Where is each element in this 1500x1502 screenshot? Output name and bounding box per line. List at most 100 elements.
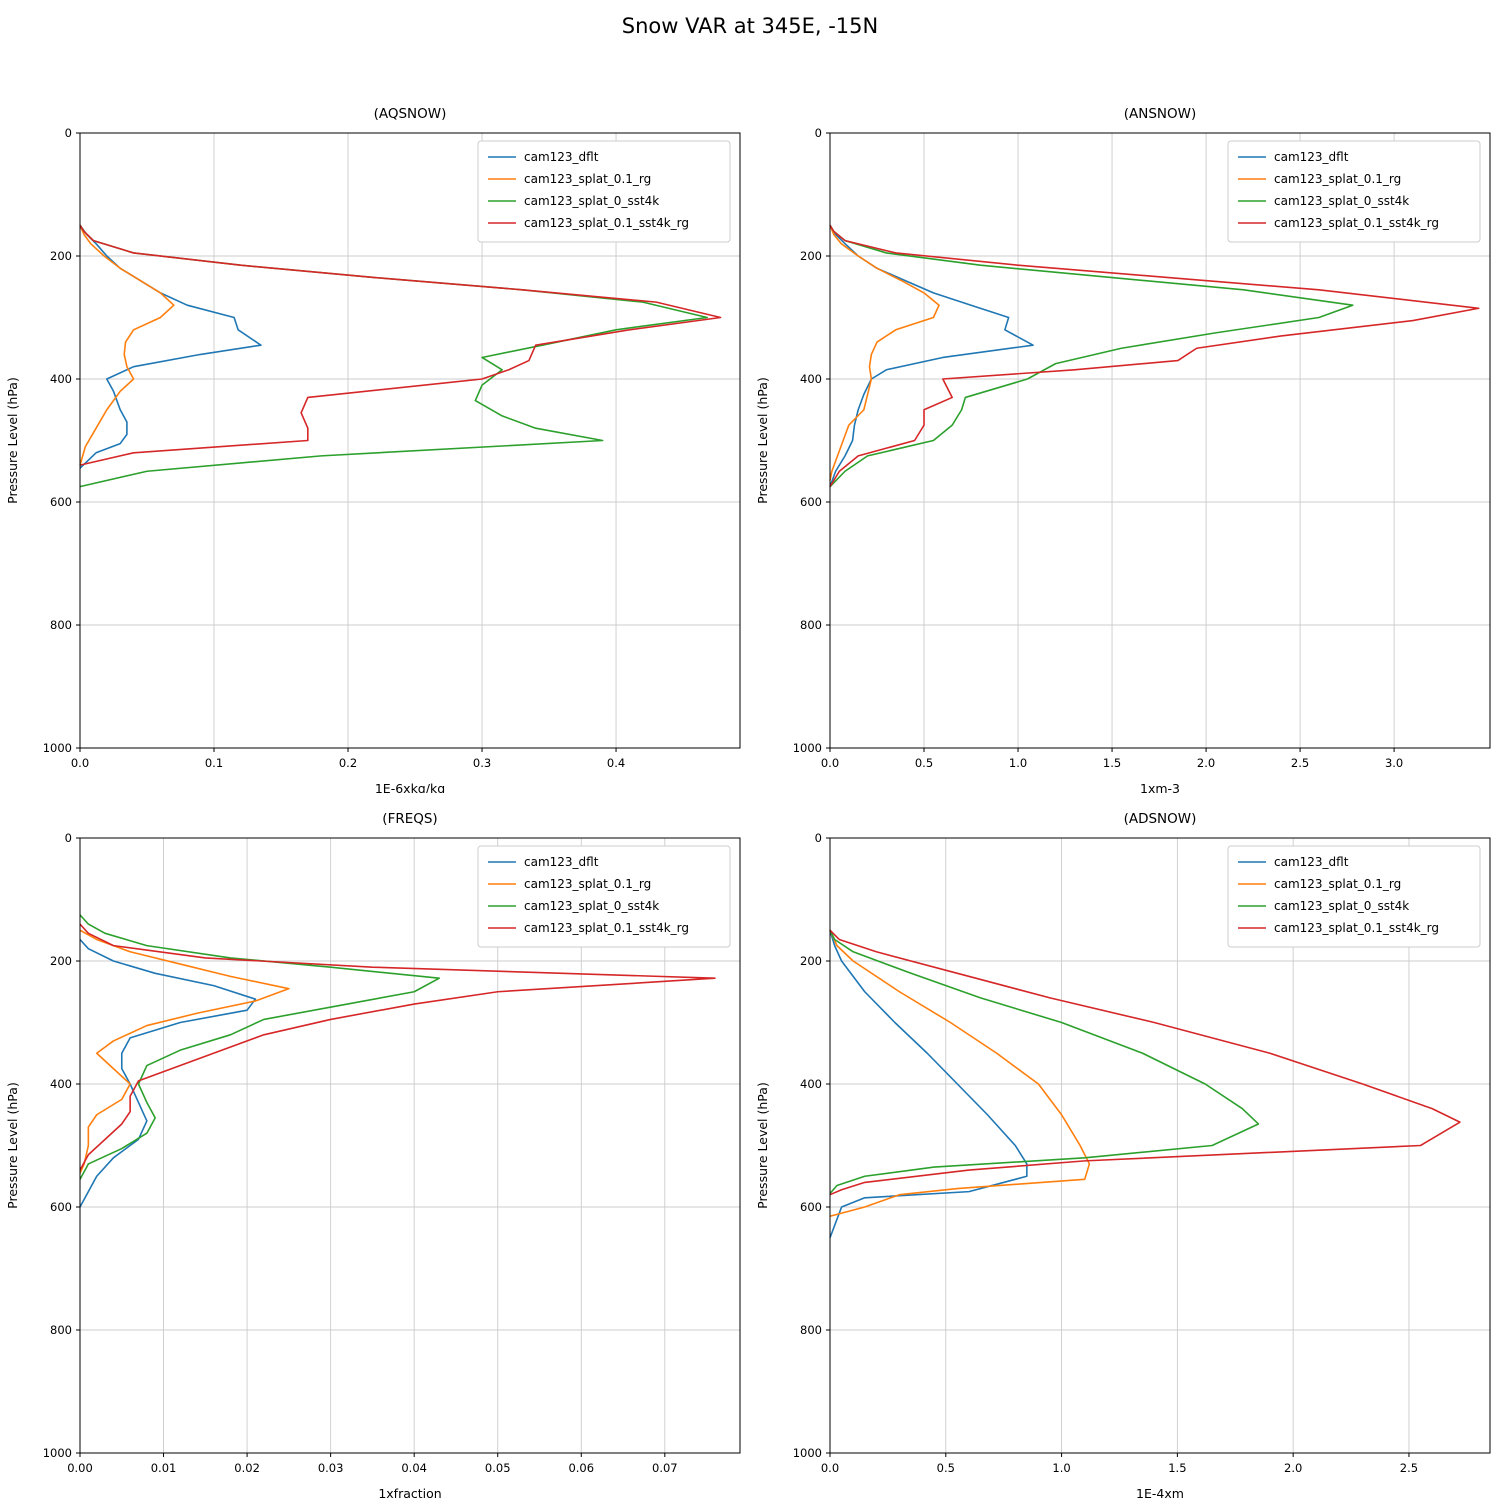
y-tick-label: 600: [50, 495, 72, 509]
subplot-grid: 0.0 0.1 0.2 0.3 0.4 0 200 400 600 800 1000 (AQSNOW)…: [0, 88, 1500, 1501]
legend-label: cam123_dflt: [1274, 855, 1349, 869]
plot-border: [79, 132, 741, 749]
legend-box: [477, 845, 731, 948]
legend-label: cam123_splat_0_sst4k: [524, 899, 659, 913]
y-tick-label: 600: [50, 1200, 72, 1214]
legend-item: cam123_splat_0.1_sst4k_rg: [488, 216, 689, 230]
y-tick-label: 1000: [793, 741, 822, 755]
y-axis-ticks: 0 200 400 600 800 1000: [43, 831, 80, 1460]
x-tick-label: 0.5: [937, 1461, 955, 1475]
x-axis-ticks: 0.0 0.5 1.0 1.5 2.0 2.5: [821, 1453, 1418, 1475]
x-tick-label: 0.0: [821, 756, 839, 770]
legend-item: cam123_dflt: [1238, 855, 1349, 869]
legend-item: cam123_dflt: [488, 150, 599, 164]
subplot-title: (AQSNOW): [374, 106, 447, 122]
y-tick-label: 800: [800, 1323, 822, 1337]
legend: cam123_dflt cam123_splat_0.1_rg cam123_spl…: [477, 140, 731, 243]
legend-label: cam123_dflt: [524, 855, 599, 869]
legend-label: cam123_splat_0.1_sst4k_rg: [524, 216, 689, 230]
legend-item: cam123_splat_0.1_rg: [488, 877, 651, 891]
series-line-cam123_dflt: [79, 224, 262, 469]
y-tick-label: 400: [50, 372, 72, 386]
y-tick-label: 200: [800, 954, 822, 968]
series-lines: [829, 224, 1480, 488]
y-tick-label: 800: [50, 1323, 72, 1337]
legend-item: cam123_dflt: [1238, 150, 1349, 164]
legend-label: cam123_splat_0.1_sst4k_rg: [1274, 921, 1439, 935]
y-tick-label: 1000: [43, 741, 72, 755]
legend-label: cam123_splat_0_sst4k: [524, 194, 659, 208]
x-tick-label: 0.00: [67, 1461, 93, 1475]
series-line-cam123_splat_0_sst4k: [829, 224, 1354, 488]
legend-label: cam123_dflt: [1274, 150, 1349, 164]
series-line-cam123_splat_0.1_sst4k_rg: [79, 224, 722, 466]
x-tick-label: 0.07: [652, 1461, 678, 1475]
y-axis-ticks: 0 200 400 600 800 1000: [793, 831, 830, 1460]
x-tick-label: 0.01: [151, 1461, 177, 1475]
legend: cam123_dflt cam123_splat_0.1_rg cam123_spl…: [1227, 845, 1481, 948]
y-tick-label: 400: [800, 372, 822, 386]
legend-label: cam123_splat_0.1_sst4k_rg: [524, 921, 689, 935]
legend-item: cam123_splat_0_sst4k: [1238, 899, 1409, 913]
chart-ansnow-canvas: 0.0 0.5 1.0 1.5 2.0 2.5 3.0 0 200 400 600 800 1000 (A…: [755, 106, 1491, 796]
y-tick-label: 1000: [43, 1446, 72, 1460]
x-axis-ticks: 0.0 0.1 0.2 0.3 0.4: [71, 748, 625, 770]
x-axis-label: 1E-4xm: [1136, 1486, 1184, 1498]
y-axis-label: Pressure Level (hPa): [5, 377, 20, 504]
x-tick-label: 0.1: [205, 756, 223, 770]
legend-item: cam123_splat_0.1_sst4k_rg: [1238, 921, 1439, 935]
series-lines: [829, 929, 1461, 1239]
series-line-cam123_splat_0.1_rg: [829, 224, 940, 481]
chart-freqs-canvas: 0.00 0.01 0.02 0.03 0.04 0.05 0.06 0.07 0 200 400 6…: [5, 811, 741, 1501]
legend-label: cam123_splat_0_sst4k: [1274, 899, 1409, 913]
x-tick-label: 1.0: [1052, 1461, 1070, 1475]
subplot-title: (ANSNOW): [1124, 106, 1197, 122]
plot-border: [829, 132, 1491, 749]
y-tick-label: 800: [800, 618, 822, 632]
x-tick-label: 2.5: [1400, 1461, 1418, 1475]
legend-item: cam123_splat_0.1_rg: [1238, 172, 1401, 186]
y-axis-ticks: 0 200 400 600 800 1000: [793, 126, 830, 755]
y-tick-label: 1000: [793, 1446, 822, 1460]
y-tick-label: 400: [50, 1077, 72, 1091]
subplot-ansnow: 0.0 0.5 1.0 1.5 2.0 2.5 3.0 0 200 400 600 800 1000 (A…: [750, 88, 1500, 796]
subplot-title: (FREQS): [382, 811, 437, 827]
series-line-cam123_splat_0.1_sst4k_rg: [829, 224, 1480, 488]
series-line-cam123_dflt: [829, 930, 1028, 1239]
series-line-cam123_dflt: [79, 938, 257, 1208]
subplot-freqs: 0.00 0.01 0.02 0.03 0.04 0.05 0.06 0.07 0 200 400 6…: [0, 793, 750, 1501]
y-tick-label: 0: [815, 831, 822, 845]
series-line-cam123_splat_0.1_sst4k_rg: [79, 923, 716, 1171]
legend-item: cam123_splat_0.1_rg: [1238, 877, 1401, 891]
series-line-cam123_splat_0.1_rg: [79, 929, 290, 1174]
legend-label: cam123_splat_0.1_sst4k_rg: [1274, 216, 1439, 230]
x-tick-label: 0.5: [915, 756, 933, 770]
y-tick-label: 600: [800, 1200, 822, 1214]
y-tick-label: 200: [50, 249, 72, 263]
y-axis-label: Pressure Level (hPa): [755, 377, 770, 504]
x-axis-label: 1xfraction: [378, 1486, 441, 1498]
x-tick-label: 3.0: [1385, 756, 1403, 770]
x-tick-label: 0.0: [821, 1461, 839, 1475]
legend-item: cam123_splat_0.1_sst4k_rg: [488, 921, 689, 935]
chart-adsnow-canvas: 0.0 0.5 1.0 1.5 2.0 2.5 0 200 400 600 800 1000 (ADSN…: [755, 811, 1491, 1501]
y-tick-label: 400: [800, 1077, 822, 1091]
legend-label: cam123_splat_0_sst4k: [1274, 194, 1409, 208]
chart-aqsnow-canvas: 0.0 0.1 0.2 0.3 0.4 0 200 400 600 800 1000 (AQSNOW)…: [5, 106, 741, 796]
x-tick-label: 0.0: [71, 756, 89, 770]
series-lines: [79, 914, 716, 1208]
x-axis-ticks: 0.0 0.5 1.0 1.5 2.0 2.5 3.0: [821, 748, 1403, 770]
series-line-cam123_splat_0_sst4k: [79, 914, 441, 1180]
y-axis-label: Pressure Level (hPa): [755, 1082, 770, 1209]
x-tick-label: 1.0: [1009, 756, 1027, 770]
legend-item: cam123_splat_0.1_rg: [488, 172, 651, 186]
y-tick-label: 0: [65, 126, 72, 140]
legend-label: cam123_splat_0.1_rg: [524, 877, 651, 891]
x-tick-label: 0.2: [339, 756, 357, 770]
legend-label: cam123_dflt: [524, 150, 599, 164]
legend: cam123_dflt cam123_splat_0.1_rg cam123_spl…: [477, 845, 731, 948]
y-axis-label: Pressure Level (hPa): [5, 1082, 20, 1209]
legend-box: [1227, 140, 1481, 243]
legend-box: [477, 140, 731, 243]
x-tick-label: 2.0: [1284, 1461, 1302, 1475]
